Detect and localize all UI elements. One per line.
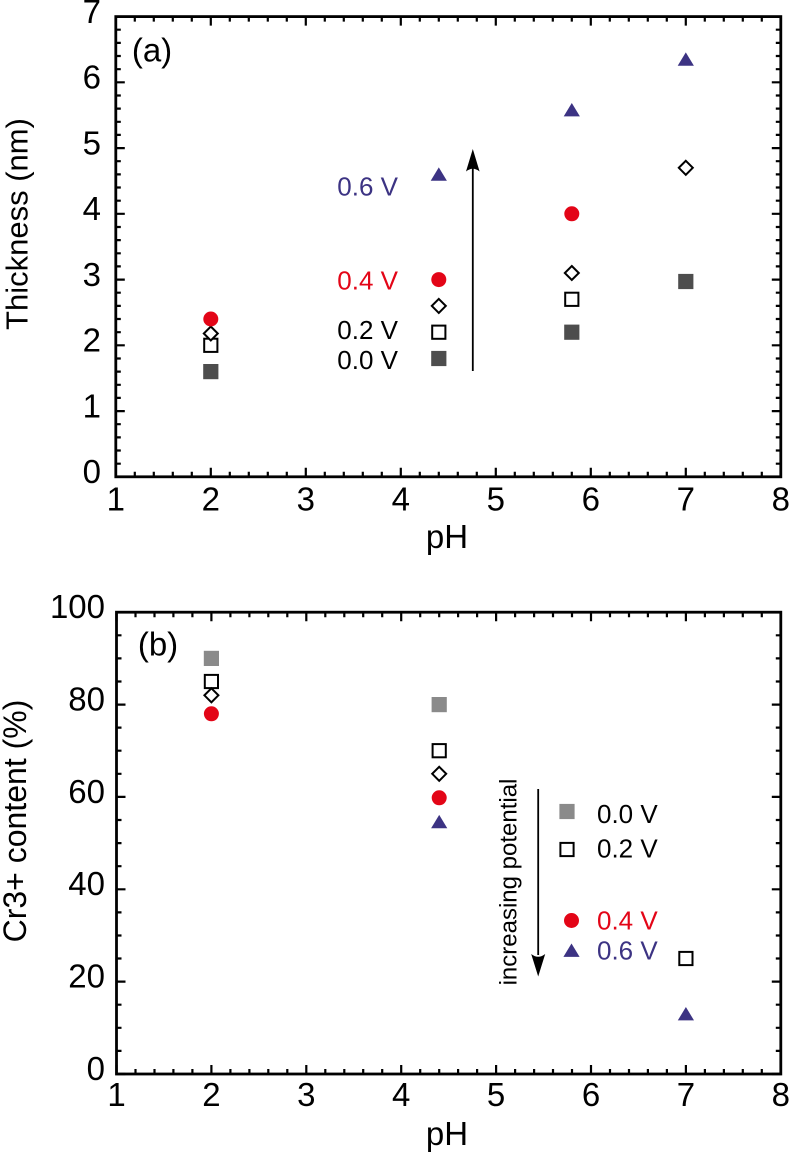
svg-text:40: 40	[68, 865, 105, 902]
svg-text:8: 8	[772, 481, 790, 518]
svg-text:4: 4	[83, 190, 101, 227]
svg-text:4: 4	[392, 1076, 410, 1113]
svg-text:(b): (b)	[138, 626, 178, 663]
svg-text:4: 4	[392, 481, 410, 518]
svg-text:0: 0	[83, 453, 101, 490]
svg-text:Cr3+ content (%): Cr3+ content (%)	[0, 700, 33, 943]
svg-text:0.6 V: 0.6 V	[597, 936, 658, 966]
svg-text:0.6 V: 0.6 V	[337, 172, 398, 202]
svg-text:60: 60	[68, 773, 105, 810]
svg-text:pH: pH	[426, 518, 468, 555]
svg-text:Thickness (nm): Thickness (nm)	[0, 118, 35, 330]
svg-text:0.2 V: 0.2 V	[597, 834, 658, 864]
svg-text:5: 5	[83, 124, 101, 161]
svg-text:1: 1	[107, 481, 125, 518]
svg-text:1: 1	[107, 1076, 125, 1113]
svg-text:7: 7	[83, 0, 101, 30]
svg-text:(a): (a)	[132, 31, 172, 68]
svg-text:2: 2	[83, 322, 101, 359]
svg-text:2: 2	[202, 1076, 220, 1113]
svg-text:0.0 V: 0.0 V	[597, 799, 658, 829]
svg-text:80: 80	[68, 680, 105, 717]
svg-text:7: 7	[677, 1076, 695, 1113]
svg-text:0.2 V: 0.2 V	[337, 315, 398, 345]
svg-text:7: 7	[677, 481, 695, 518]
svg-text:6: 6	[582, 1076, 600, 1113]
svg-text:1: 1	[83, 387, 101, 424]
svg-text:2: 2	[202, 481, 220, 518]
svg-text:3: 3	[83, 256, 101, 293]
svg-text:3: 3	[297, 1076, 315, 1113]
svg-text:6: 6	[582, 481, 600, 518]
svg-text:0.4 V: 0.4 V	[597, 906, 658, 936]
svg-text:0.0 V: 0.0 V	[337, 345, 398, 375]
svg-text:5: 5	[487, 481, 505, 518]
svg-text:0: 0	[87, 1050, 105, 1087]
svg-text:8: 8	[772, 1076, 790, 1113]
svg-text:increasing potential: increasing potential	[496, 779, 523, 986]
svg-text:pH: pH	[426, 1115, 468, 1152]
svg-text:5: 5	[487, 1076, 505, 1113]
svg-text:20: 20	[68, 958, 105, 995]
svg-text:6: 6	[83, 59, 101, 96]
svg-text:0.4 V: 0.4 V	[337, 265, 398, 295]
svg-text:100: 100	[50, 588, 105, 625]
svg-text:3: 3	[297, 481, 315, 518]
